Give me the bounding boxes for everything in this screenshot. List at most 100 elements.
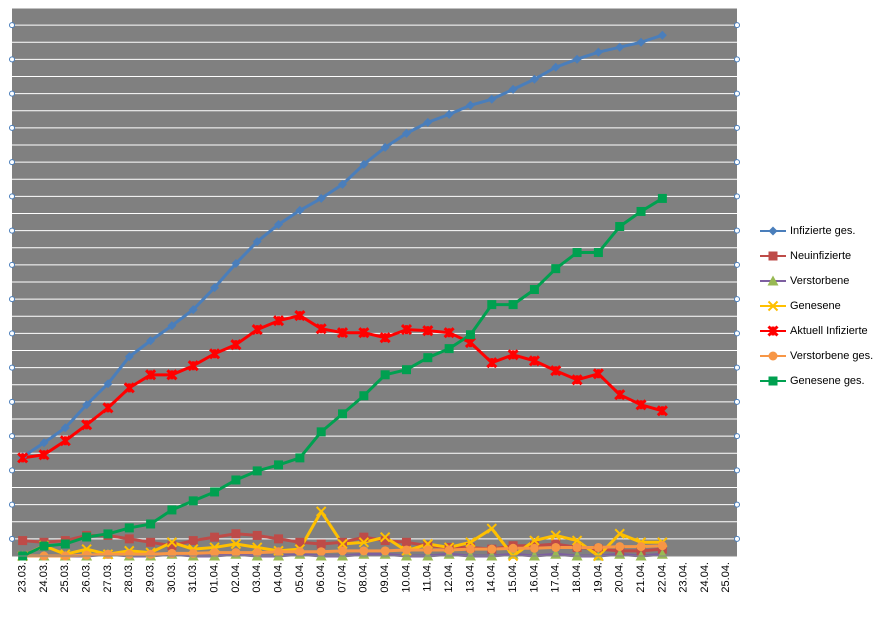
marker	[635, 399, 647, 411]
marker	[380, 370, 390, 380]
marker	[656, 405, 668, 417]
y-tick	[9, 501, 15, 508]
marker	[295, 453, 305, 463]
marker	[188, 536, 198, 546]
marker	[252, 466, 262, 476]
marker	[167, 548, 177, 558]
y-tick	[9, 22, 15, 29]
legend-marker	[768, 376, 778, 386]
y-tick	[9, 90, 15, 97]
marker	[465, 537, 476, 548]
marker	[464, 337, 477, 349]
marker	[103, 549, 113, 559]
x-tick-label: 14.04.	[486, 562, 498, 593]
marker	[124, 352, 134, 362]
marker	[636, 37, 646, 47]
marker	[124, 549, 134, 559]
marker	[209, 348, 221, 360]
marker	[444, 109, 454, 119]
marker	[379, 332, 391, 344]
x-tick-label: 16.04.	[528, 562, 540, 593]
marker	[59, 435, 71, 447]
marker	[251, 324, 263, 336]
x-tick-label: 25.04.	[720, 562, 732, 593]
marker	[380, 142, 390, 152]
marker	[401, 545, 411, 555]
marker	[187, 360, 199, 372]
y2-tick	[734, 501, 740, 508]
x-tick-label: 31.03.	[187, 562, 199, 593]
y2-tick	[734, 227, 740, 234]
marker	[316, 427, 326, 437]
x-tick-label: 17.04.	[550, 562, 562, 593]
x-tick-label: 06.04.	[315, 562, 327, 593]
marker	[551, 542, 561, 552]
marker	[231, 529, 241, 539]
marker	[103, 529, 113, 539]
y2-tick	[734, 398, 740, 405]
x-tick-label: 13.04.	[464, 562, 476, 593]
marker	[60, 423, 70, 433]
x-tick-label: 27.03.	[102, 562, 114, 593]
marker	[38, 449, 50, 461]
x-tick-label: 10.04.	[400, 562, 412, 593]
x-tick-label: 24.03.	[38, 562, 50, 593]
marker	[550, 530, 561, 541]
marker	[528, 355, 540, 367]
marker	[359, 546, 369, 556]
marker	[82, 550, 92, 560]
x-tick-label: 11.04.	[422, 562, 434, 592]
legend-label: Aktuell Infizierte	[790, 325, 868, 337]
marker	[572, 54, 582, 64]
marker	[529, 535, 540, 546]
legend-marker	[767, 325, 779, 337]
legend-marker	[768, 351, 778, 361]
x-tick-label: 05.04.	[294, 562, 306, 593]
marker	[487, 544, 497, 554]
marker	[146, 519, 156, 529]
marker	[146, 549, 156, 559]
marker	[315, 506, 327, 517]
marker	[145, 369, 157, 381]
marker	[615, 42, 625, 52]
marker	[401, 128, 411, 138]
marker	[465, 330, 475, 340]
marker	[102, 402, 114, 414]
x-tick-label: 12.04.	[443, 562, 455, 593]
marker	[166, 537, 178, 548]
y-tick	[9, 535, 15, 542]
marker	[487, 300, 497, 310]
marker	[593, 47, 603, 57]
y-tick	[9, 330, 15, 337]
marker	[146, 336, 156, 346]
marker	[338, 409, 348, 419]
marker	[252, 237, 262, 247]
marker	[274, 547, 284, 557]
marker	[379, 531, 391, 543]
marker	[359, 159, 369, 169]
marker	[230, 339, 242, 351]
legend-label: Genesene	[790, 300, 841, 312]
x-tick-label: 15.04.	[507, 562, 519, 593]
marker	[188, 496, 198, 506]
legend-label: Verstorbene	[790, 275, 849, 287]
legend-marker	[768, 226, 778, 236]
x-tick-label: 18.04.	[571, 562, 583, 593]
x-tick-label: 23.03.	[17, 562, 29, 593]
marker	[81, 419, 93, 431]
x-tick-label: 28.03.	[123, 562, 135, 593]
marker	[338, 537, 348, 547]
marker	[551, 264, 561, 274]
marker	[507, 349, 519, 361]
marker	[615, 222, 625, 232]
y2-tick	[734, 330, 740, 337]
legend-label: Neuinfizierte	[790, 250, 851, 262]
marker	[614, 528, 625, 539]
marker	[508, 543, 518, 553]
y-tick	[9, 364, 15, 371]
marker	[359, 532, 369, 542]
marker	[401, 365, 411, 375]
marker	[593, 248, 603, 258]
legend-label: Verstorbene ges.	[790, 350, 873, 362]
